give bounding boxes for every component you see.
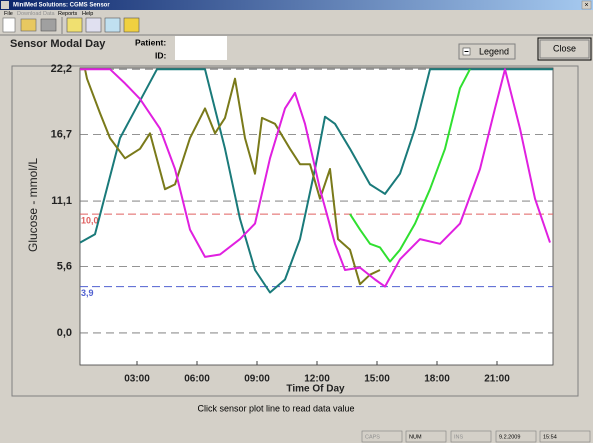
x-axis-label: Time Of Day <box>286 384 345 395</box>
status-text: INS <box>454 434 464 440</box>
menu-item[interactable]: Reports <box>58 11 78 17</box>
id-label: ID: <box>155 50 167 60</box>
legend-button-label: Legend <box>479 46 509 56</box>
tool-report3[interactable] <box>104 17 121 33</box>
patient-box <box>175 36 227 60</box>
y-tick-label: 22,2 <box>51 63 72 75</box>
threshold-label: 10,0 <box>81 215 99 225</box>
x-tick-label: 15:00 <box>364 374 390 385</box>
tool-print[interactable] <box>40 18 57 32</box>
tool-new[interactable] <box>2 17 16 33</box>
status-text: NUM <box>409 434 422 440</box>
toolbar <box>2 17 140 34</box>
sensor-line[interactable] <box>80 68 551 288</box>
patient-label: Patient: <box>135 37 166 47</box>
y-tick-label: 0,0 <box>57 327 72 339</box>
report-title: Sensor Modal Day <box>10 38 106 50</box>
status-text: CAPS <box>365 434 380 440</box>
x-tick-label: 06:00 <box>184 374 210 385</box>
hint-text: Click sensor plot line to read data valu… <box>197 403 354 413</box>
tool-report4[interactable] <box>123 17 140 33</box>
status-bar: CAPS NUM INS 9.2.2009 15:54 <box>0 430 593 443</box>
threshold-label: 3,9 <box>81 288 94 298</box>
close-button-inner <box>539 39 590 59</box>
y-axis-label: Glucose - mmol/L <box>26 158 40 252</box>
x-tick-label: 09:00 <box>244 374 270 385</box>
y-tick-label: 11,1 <box>51 195 72 207</box>
status-panel <box>405 430 447 443</box>
menu-bar: File Download Data Reports Help <box>4 11 93 17</box>
status-text: 15:54 <box>543 434 557 440</box>
menu-item[interactable]: Download Data <box>17 11 56 17</box>
plot-area <box>79 67 554 366</box>
status-panel <box>361 430 403 443</box>
status-panel <box>450 430 492 443</box>
chart: 0,0 5,6 11,1 16,7 22,2 10,0 3,9 03:00 06:00 09:00… <box>26 63 553 395</box>
tool-report1[interactable] <box>66 17 83 33</box>
tool-report2[interactable] <box>85 17 102 33</box>
sensor-line[interactable] <box>80 68 553 294</box>
menu-item[interactable]: File <box>4 11 13 17</box>
x-tick-label: 12:00 <box>304 374 330 385</box>
window-title: MiniMed Solutions: CGMS Sensor <box>13 3 110 9</box>
close-button-label: Close <box>553 43 576 53</box>
x-tick-label: 21:00 <box>484 374 510 385</box>
window-close-icon: × <box>584 2 588 9</box>
status-bar-bg <box>0 430 593 443</box>
app-icon <box>1 1 9 9</box>
title-bar <box>0 0 593 10</box>
status-text: 9.2.2009 <box>499 434 520 440</box>
x-tick-label: 03:00 <box>124 374 150 385</box>
y-tick-label: 16,7 <box>51 128 72 140</box>
y-tick-label: 5,6 <box>57 260 72 272</box>
close-button[interactable] <box>537 37 592 61</box>
sensor-line[interactable] <box>349 68 471 263</box>
x-tick-label: 18:00 <box>424 374 450 385</box>
sensor-line[interactable] <box>80 68 381 286</box>
window-close[interactable] <box>581 0 592 10</box>
tool-open[interactable] <box>20 18 37 32</box>
menu-item[interactable]: Help <box>82 11 93 17</box>
status-panel <box>495 430 537 443</box>
legend-button[interactable] <box>458 43 516 60</box>
status-panel <box>539 430 591 443</box>
